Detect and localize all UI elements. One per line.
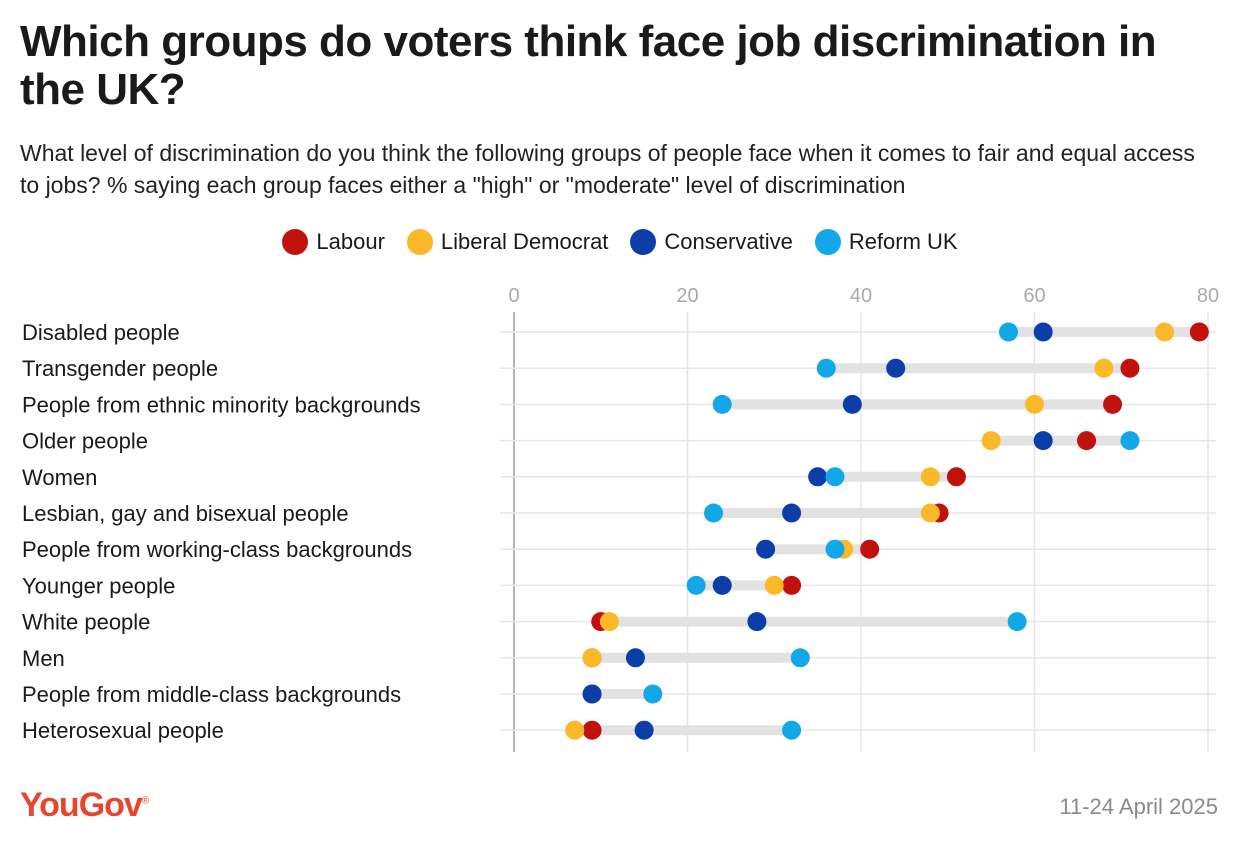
dot-liberal-democrat <box>920 467 940 487</box>
dot-conservative <box>886 358 906 378</box>
legend-label-labour: Labour <box>316 229 385 254</box>
dot-conservative <box>782 503 802 523</box>
dot-reform-uk <box>712 394 732 414</box>
legend-swatch-reform-uk <box>814 229 841 255</box>
x-tick-label: 80 <box>1197 285 1219 307</box>
category-label: Women <box>22 465 97 490</box>
dot-labour <box>860 539 880 559</box>
category-label: People from ethnic minority backgrounds <box>22 392 421 417</box>
x-tick-label: 60 <box>1023 285 1045 307</box>
x-tick-label: 40 <box>850 285 872 307</box>
dot-labour <box>946 467 966 487</box>
x-tick-label: 0 <box>508 285 519 307</box>
dot-reform-uk <box>782 720 802 740</box>
category-label: Heterosexual people <box>22 718 224 743</box>
dot-liberal-democrat <box>1025 394 1044 414</box>
dot-conservative <box>747 612 767 632</box>
dot-liberal-democrat <box>599 612 619 632</box>
dot-conservative <box>808 467 828 487</box>
dot-reform-uk <box>790 648 810 668</box>
dot-range-chart: 0 20 40 60 80 Disabled people Transgender peop… <box>22 285 1219 752</box>
dot-conservative <box>842 394 862 414</box>
legend-swatch-liberal-democrat <box>406 229 433 255</box>
category-label: White people <box>22 610 150 635</box>
legend-label-liberal-democrat: Liberal Democrat <box>440 229 609 254</box>
dot-labour <box>1103 394 1123 414</box>
dot-conservative <box>634 720 654 740</box>
dot-reform-uk <box>686 575 706 595</box>
dot-liberal-democrat <box>764 575 784 595</box>
dot-reform-uk <box>998 322 1018 342</box>
legend-item-reform-uk: Reform UK <box>814 229 958 255</box>
legend-swatch-conservative <box>630 229 657 255</box>
legend-item-labour: Labour <box>282 229 385 255</box>
legend-item-conservative: Conservative <box>630 229 793 255</box>
dot-conservative <box>756 539 776 559</box>
registered-mark: ® <box>141 795 149 807</box>
dot-liberal-democrat <box>1094 358 1114 378</box>
dot-reform-uk <box>816 358 836 378</box>
dot-labour <box>1077 431 1097 451</box>
fieldwork-date: 11-24 April 2025 <box>1059 794 1218 819</box>
brand-name: YouGov <box>20 786 143 824</box>
chart-subtitle: What level of discrimination do you thin… <box>20 140 1195 198</box>
legend-item-liberal-democrat: Liberal Democrat <box>406 229 609 255</box>
dot-reform-uk <box>825 467 845 487</box>
dot-reform-uk <box>825 539 845 559</box>
dot-labour <box>1120 358 1140 378</box>
category-label: Men <box>22 646 65 671</box>
dot-liberal-democrat <box>1155 322 1175 342</box>
category-label: Older people <box>22 429 148 454</box>
yougov-logo: YouGov® <box>20 786 149 825</box>
category-label: Disabled people <box>22 320 180 345</box>
dot-reform-uk <box>704 503 724 523</box>
dot-labour <box>782 575 802 595</box>
dot-conservative <box>1033 431 1053 451</box>
dot-liberal-democrat <box>981 431 1001 451</box>
dot-labour <box>582 720 602 740</box>
category-label: Lesbian, gay and bisexual people <box>22 501 349 526</box>
dot-conservative <box>582 684 602 704</box>
dot-conservative <box>712 575 732 595</box>
category-label: Younger people <box>22 573 175 598</box>
dot-conservative <box>625 648 645 668</box>
category-label: People from working-class backgrounds <box>22 537 412 562</box>
dot-liberal-democrat <box>582 648 602 668</box>
dot-reform-uk <box>1120 431 1140 451</box>
category-label: People from middle-class backgrounds <box>22 682 401 707</box>
dot-labour <box>1189 322 1209 342</box>
dot-reform-uk <box>1007 612 1027 632</box>
dot-conservative <box>1033 322 1053 342</box>
chart-title: Which groups do voters think face job di… <box>20 17 1157 114</box>
legend-label-reform-uk: Reform UK <box>848 229 958 254</box>
dot-liberal-democrat <box>565 720 585 740</box>
legend: Labour Liberal Democrat Conservative Ref… <box>0 224 1240 260</box>
dot-reform-uk <box>643 684 663 704</box>
category-label: Transgender people <box>22 356 218 381</box>
dot-liberal-democrat <box>920 503 940 523</box>
legend-swatch-labour <box>282 229 309 255</box>
legend-label-conservative: Conservative <box>664 229 793 254</box>
x-tick-label: 20 <box>676 285 698 307</box>
